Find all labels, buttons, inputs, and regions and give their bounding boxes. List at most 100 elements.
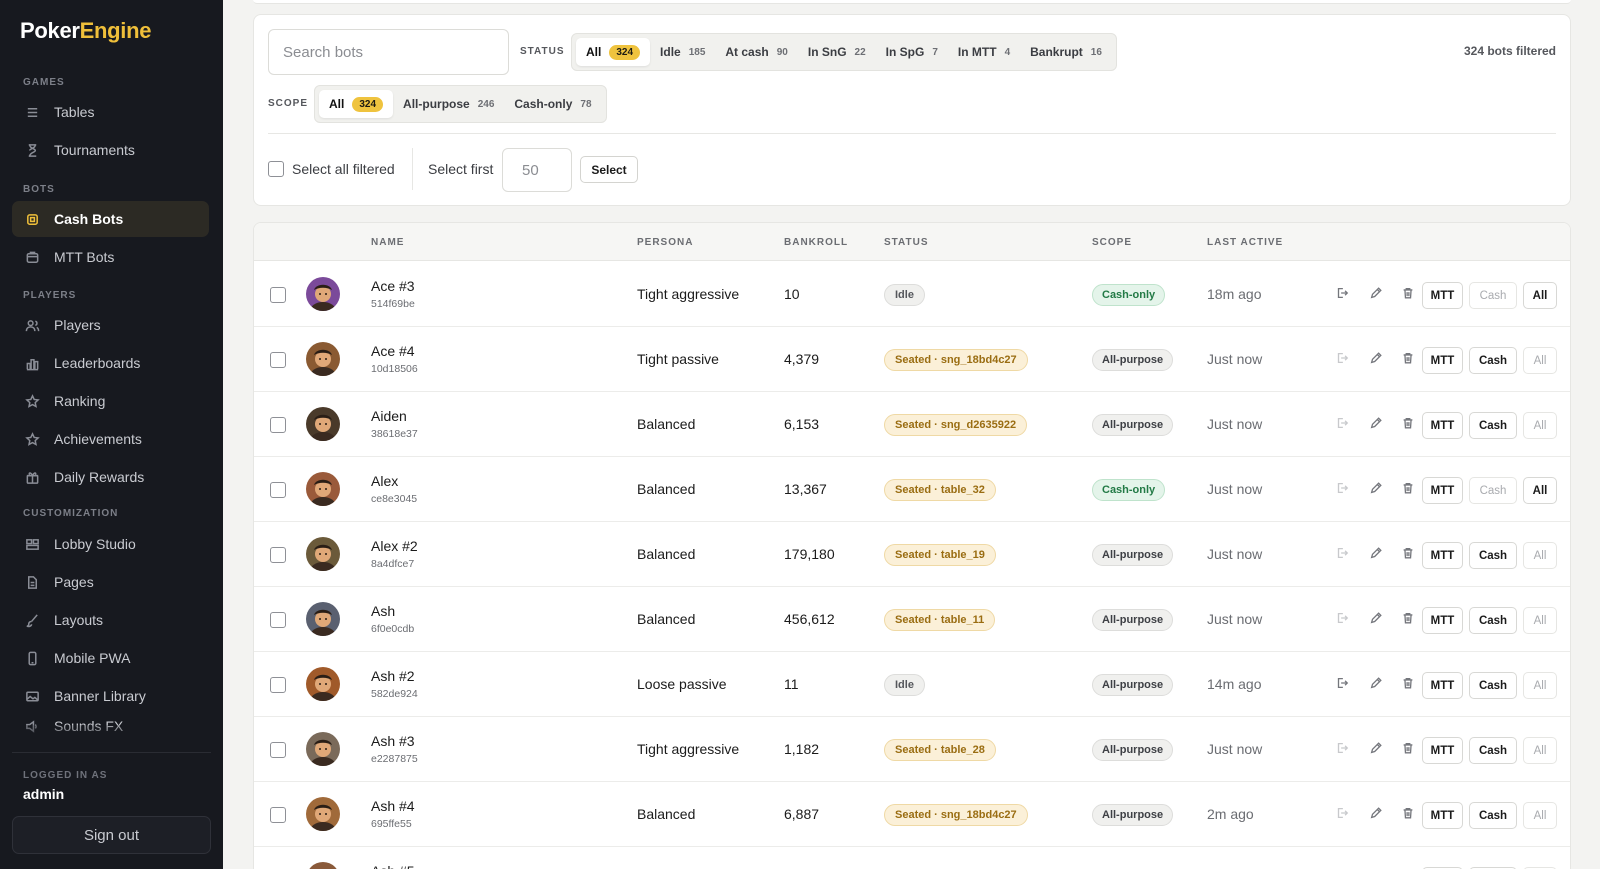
table-row[interactable]: Ash #4 695ffe55 Balanced 6,887 Seated · sng_… [254, 782, 1570, 847]
table-row[interactable]: Ash #3 e2287875 Tight aggressive 1,182 Seate… [254, 717, 1570, 782]
scope-cash-button[interactable]: Cash [1469, 672, 1517, 699]
edit-icon[interactable] [1368, 415, 1384, 431]
table-row[interactable]: Ash #5MTTCashAll [254, 847, 1570, 869]
scope-mtt-button[interactable]: MTT [1422, 347, 1463, 374]
status-filter-in-mtt[interactable]: In MTT 4 [948, 38, 1020, 66]
edit-icon[interactable] [1368, 805, 1384, 821]
scope-mtt-button[interactable]: MTT [1422, 607, 1463, 634]
edit-icon[interactable] [1368, 480, 1384, 496]
column-header-persona[interactable]: PERSONA [637, 237, 694, 248]
bot-name[interactable]: Ash #3 [371, 733, 415, 749]
brand-logo[interactable]: PokerEngine [20, 18, 152, 44]
status-filter-at-cash[interactable]: At cash 90 [715, 38, 797, 66]
bot-name[interactable]: Ace #3 [371, 278, 415, 294]
bot-name[interactable]: Ash [371, 603, 396, 619]
trash-icon[interactable] [1400, 480, 1416, 496]
scope-mtt-button[interactable]: MTT [1422, 802, 1463, 829]
scope-all-button[interactable]: All [1523, 347, 1557, 374]
leave-table-icon[interactable] [1334, 350, 1350, 366]
leave-table-icon[interactable] [1334, 675, 1350, 691]
sidebar-item-tables[interactable]: Tables [12, 94, 209, 130]
edit-icon[interactable] [1368, 740, 1384, 756]
sidebar-item-banner-library[interactable]: Banner Library [12, 678, 209, 714]
trash-icon[interactable] [1400, 610, 1416, 626]
scope-all-button[interactable]: All [1523, 282, 1557, 309]
scope-cash-button[interactable]: Cash [1469, 347, 1517, 374]
search-input[interactable] [268, 29, 509, 75]
sidebar-item-players[interactable]: Players [12, 307, 209, 343]
scope-cash-button[interactable]: Cash [1469, 802, 1517, 829]
leave-table-icon[interactable] [1334, 805, 1350, 821]
leave-table-icon[interactable] [1334, 740, 1350, 756]
bot-name[interactable]: Ace #4 [371, 343, 415, 359]
scope-all-button[interactable]: All [1523, 477, 1557, 504]
sidebar-item-pages[interactable]: Pages [12, 564, 209, 600]
scope-all-button[interactable]: All [1523, 802, 1557, 829]
scope-cash-button[interactable]: Cash [1469, 282, 1517, 309]
scope-all-button[interactable]: All [1523, 412, 1557, 439]
trash-icon[interactable] [1400, 285, 1416, 301]
scope-filter-all-purpose[interactable]: All-purpose 246 [393, 90, 504, 118]
scope-all-button[interactable]: All [1523, 672, 1557, 699]
column-header-bankroll[interactable]: BANKROLL [784, 237, 849, 248]
leave-table-icon[interactable] [1334, 285, 1350, 301]
trash-icon[interactable] [1400, 675, 1416, 691]
sidebar-item-leaderboards[interactable]: Leaderboards [12, 345, 209, 381]
edit-icon[interactable] [1368, 610, 1384, 626]
row-checkbox[interactable] [270, 612, 286, 628]
table-row[interactable]: Ace #3 514f69be Tight aggressive 10 Idle Cash… [254, 262, 1570, 327]
scope-cash-button[interactable]: Cash [1469, 412, 1517, 439]
bot-name[interactable]: Alex [371, 473, 399, 489]
scope-all-button[interactable]: All [1523, 737, 1557, 764]
table-row[interactable]: Alex ce8e3045 Balanced 13,367 Seated · table… [254, 457, 1570, 522]
scope-filter-cash-only[interactable]: Cash-only 78 [504, 90, 601, 118]
status-filter-in-spg[interactable]: In SpG 7 [876, 38, 948, 66]
trash-icon[interactable] [1400, 415, 1416, 431]
trash-icon[interactable] [1400, 545, 1416, 561]
scope-mtt-button[interactable]: MTT [1422, 737, 1463, 764]
sign-out-button[interactable]: Sign out [12, 816, 211, 854]
sidebar-item-daily-rewards[interactable]: Daily Rewards [12, 459, 209, 495]
row-checkbox[interactable] [270, 547, 286, 563]
edit-icon[interactable] [1368, 350, 1384, 366]
edit-icon[interactable] [1368, 675, 1384, 691]
row-checkbox[interactable] [270, 742, 286, 758]
column-header-last-active[interactable]: LAST ACTIVE [1207, 237, 1284, 248]
bot-name[interactable]: Ash #2 [371, 668, 415, 684]
select-first-input[interactable]: 50 [502, 148, 572, 192]
row-checkbox[interactable] [270, 287, 286, 303]
status-filter-idle[interactable]: Idle 185 [650, 38, 715, 66]
scope-mtt-button[interactable]: MTT [1422, 412, 1463, 439]
row-checkbox[interactable] [270, 807, 286, 823]
scope-mtt-button[interactable]: MTT [1422, 542, 1463, 569]
sidebar-item-mobile-pwa[interactable]: Mobile PWA [12, 640, 209, 676]
status-filter-bankrupt[interactable]: Bankrupt 16 [1020, 38, 1112, 66]
scope-cash-button[interactable]: Cash [1469, 542, 1517, 569]
edit-icon[interactable] [1368, 285, 1384, 301]
bot-name[interactable]: Ash #5 [371, 863, 415, 869]
row-checkbox[interactable] [270, 677, 286, 693]
scope-mtt-button[interactable]: MTT [1422, 477, 1463, 504]
sidebar-item-layouts[interactable]: Layouts [12, 602, 209, 638]
select-all-filtered[interactable]: Select all filtered [268, 161, 395, 177]
scope-cash-button[interactable]: Cash [1469, 737, 1517, 764]
sidebar-item-achievements[interactable]: Achievements [12, 421, 209, 457]
select-all-checkbox[interactable] [268, 161, 284, 177]
scope-cash-button[interactable]: Cash [1469, 607, 1517, 634]
scope-cash-button[interactable]: Cash [1469, 477, 1517, 504]
scope-all-button[interactable]: All [1523, 542, 1557, 569]
row-checkbox[interactable] [270, 417, 286, 433]
leave-table-icon[interactable] [1334, 610, 1350, 626]
edit-icon[interactable] [1368, 545, 1384, 561]
trash-icon[interactable] [1400, 805, 1416, 821]
sidebar-item-lobby-studio[interactable]: Lobby Studio [12, 526, 209, 562]
leave-table-icon[interactable] [1334, 480, 1350, 496]
table-row[interactable]: Ash #2 582de924 Loose passive 11 Idle All-pur… [254, 652, 1570, 717]
column-header-status[interactable]: STATUS [884, 237, 929, 248]
table-row[interactable]: Ace #4 10d18506 Tight passive 4,379 Seated ·… [254, 327, 1570, 392]
column-header-scope[interactable]: SCOPE [1092, 237, 1133, 248]
bot-name[interactable]: Ash #4 [371, 798, 415, 814]
column-header-name[interactable]: NAME [371, 237, 405, 248]
sidebar-item-ranking[interactable]: Ranking [12, 383, 209, 419]
table-row[interactable]: Ash 6f0e0cdb Balanced 456,612 Seated · table… [254, 587, 1570, 652]
